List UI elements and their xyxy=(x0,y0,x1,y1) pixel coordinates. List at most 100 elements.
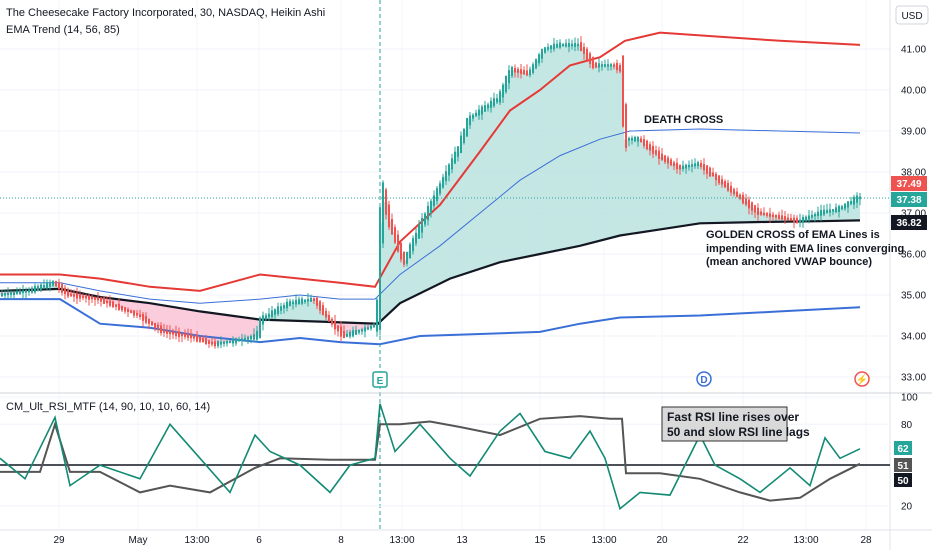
bear-candle xyxy=(154,323,156,328)
bull-cloud-segment xyxy=(436,192,440,285)
bull-candle xyxy=(247,336,249,340)
dividend-marker[interactable]: D xyxy=(696,371,712,387)
currency-button[interactable] xyxy=(895,5,929,25)
symbol-title[interactable]: The Cheesecake Factory Incorporated, 30,… xyxy=(6,7,325,19)
price-axis[interactable]: 33.00 34.00 35.00 36.00 37.00 38.00 39.00 40.00… xyxy=(901,45,926,384)
bear-cloud-segment xyxy=(176,307,180,335)
bear-cloud-segment xyxy=(156,304,160,328)
bull-candle xyxy=(847,201,849,208)
bull-cloud-segment xyxy=(704,168,708,224)
bear-candle xyxy=(73,294,75,297)
bear-candle xyxy=(790,218,792,221)
bull-cloud-segment xyxy=(604,65,608,240)
bear-cloud-segment xyxy=(368,323,372,328)
bear-cloud-segment xyxy=(244,317,248,339)
bull-cloud-segment xyxy=(696,164,700,224)
bull-candle xyxy=(265,315,267,320)
bull-cloud-segment xyxy=(636,139,640,233)
rsi-tick-label: 20 xyxy=(901,502,913,513)
bear-candle xyxy=(169,331,171,335)
ema-black-line xyxy=(0,219,861,325)
bull-candle xyxy=(220,341,222,345)
bull-cloud-segment xyxy=(284,305,288,321)
bear-candle xyxy=(385,189,387,215)
bull-candle xyxy=(799,219,801,222)
bear-candle xyxy=(589,53,591,64)
bull-cloud-segment xyxy=(400,254,404,303)
bear-candle xyxy=(325,310,327,318)
bull-candle xyxy=(28,289,30,293)
bull-cloud-segment xyxy=(772,215,776,222)
bear-candle xyxy=(82,295,84,299)
bull-candle xyxy=(484,105,486,112)
bull-cloud-segment xyxy=(720,181,724,223)
bull-candle xyxy=(460,135,462,154)
bull-cloud-segment xyxy=(684,166,688,226)
indicator-label[interactable]: EMA Trend (14, 56, 85) xyxy=(6,24,120,36)
price-tick-label: 40.00 xyxy=(901,86,926,97)
bear-candle xyxy=(157,324,159,330)
split-marker[interactable]: ⚡ xyxy=(854,371,870,387)
bull-candle xyxy=(805,216,807,221)
bull-cloud-segment xyxy=(448,167,452,279)
bull-cloud-segment xyxy=(576,44,580,247)
bull-cloud-segment xyxy=(412,242,416,297)
bull-candle xyxy=(232,339,234,344)
bear-cloud-segment xyxy=(196,311,200,339)
time-tick-label: 13:00 xyxy=(793,535,818,546)
bear-cloud-segment xyxy=(248,318,252,338)
bear-candle xyxy=(394,227,396,243)
bull-candle xyxy=(307,299,309,302)
bull-candle xyxy=(532,64,534,73)
bear-candle xyxy=(322,305,324,315)
bear-candle xyxy=(85,295,87,299)
bear-candle xyxy=(142,314,144,321)
bear-candle xyxy=(679,165,681,170)
bull-cloud-segment xyxy=(744,201,748,223)
bull-candle xyxy=(22,290,24,294)
svg-text:37.38: 37.38 xyxy=(896,195,921,206)
bull-candle xyxy=(4,293,6,296)
bear-candle xyxy=(784,216,786,221)
bull-cloud-segment xyxy=(760,213,764,222)
bull-candle xyxy=(802,216,804,223)
bull-candle xyxy=(49,282,51,287)
bull-cloud-segment xyxy=(728,188,732,223)
bull-cloud-segment xyxy=(820,212,824,222)
bear-candle xyxy=(643,139,645,146)
bull-cloud-segment xyxy=(608,65,612,239)
bull-cloud-segment xyxy=(404,260,408,301)
bear-candle xyxy=(724,181,726,188)
earnings-marker[interactable]: E xyxy=(372,371,388,388)
bull-candle xyxy=(559,42,561,48)
bull-candle xyxy=(571,43,573,47)
bear-candle xyxy=(700,162,702,167)
bull-cloud-segment xyxy=(460,141,464,275)
bear-cloud-segment xyxy=(16,290,20,293)
bear-candle xyxy=(109,300,111,306)
bear-candle xyxy=(523,69,525,75)
bull-candle xyxy=(370,325,372,329)
bull-candle xyxy=(535,59,537,69)
bull-candle xyxy=(823,209,825,215)
bear-candle xyxy=(211,341,213,345)
bear-candle xyxy=(757,207,759,216)
bear-candle xyxy=(727,182,729,191)
bull-candle xyxy=(697,162,699,167)
bull-cloud-segment xyxy=(824,211,828,222)
bull-cloud-segment xyxy=(432,200,436,287)
bear-candle xyxy=(124,307,126,312)
bull-cloud-segment xyxy=(456,151,460,276)
bear-candle xyxy=(106,300,108,304)
time-axis[interactable]: 29 May 13:00 6 8 13:00 13 15 13:00 20 22 13:00 28 xyxy=(53,535,872,546)
bear-candle xyxy=(778,214,780,220)
rsi-indicator-label[interactable]: CM_Ult_RSI_MTF (14, 90, 10, 10, 60, 14) xyxy=(6,401,210,413)
bear-candle xyxy=(181,333,183,337)
bull-candle xyxy=(481,106,483,115)
bull-candle xyxy=(355,329,357,335)
bull-candle xyxy=(31,287,33,293)
bull-cloud-segment xyxy=(680,167,684,227)
bear-candle xyxy=(715,173,717,181)
bear-candle xyxy=(586,48,588,61)
